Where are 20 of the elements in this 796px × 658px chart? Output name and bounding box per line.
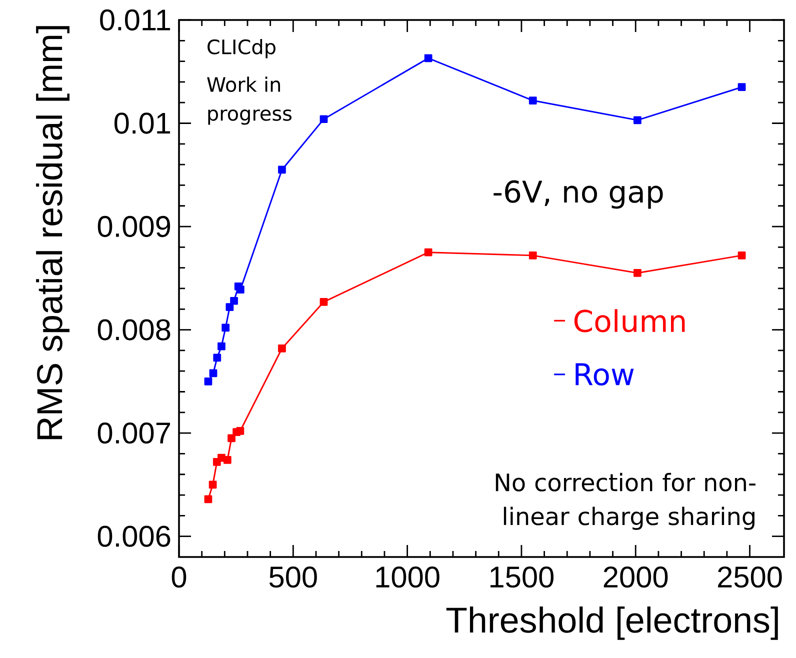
y-tick-label: 0.007: [98, 422, 170, 444]
x-tick-label: 2000: [604, 566, 668, 588]
y-tick-label: 0.011: [100, 9, 170, 31]
annotation: Work in progress: [207, 76, 292, 125]
legend-label: Column: [574, 309, 685, 332]
x-tick-label: 2500: [718, 566, 782, 588]
x-tick-label: 1500: [490, 566, 554, 588]
x-tick-label: 500: [269, 566, 317, 588]
x-axis-title: Threshold [electrons]: [446, 606, 778, 640]
x-tick-label: 0: [172, 566, 186, 588]
y-axis-title: RMS spatial residual [mm]: [36, 26, 70, 440]
legend-label: Row: [576, 363, 634, 386]
y-tick-label: 0.009: [98, 216, 170, 238]
annotation: No correction for non-linear charge sharing: [496, 472, 756, 530]
annotation: CLICdp: [208, 38, 276, 58]
annotation: -6V, no gap: [494, 180, 663, 209]
y-tick-label: 0.01: [114, 112, 170, 134]
x-tick-label: 1000: [376, 566, 440, 588]
y-tick-label: 0.008: [98, 319, 170, 340]
y-tick-label: 0.006: [98, 526, 170, 547]
